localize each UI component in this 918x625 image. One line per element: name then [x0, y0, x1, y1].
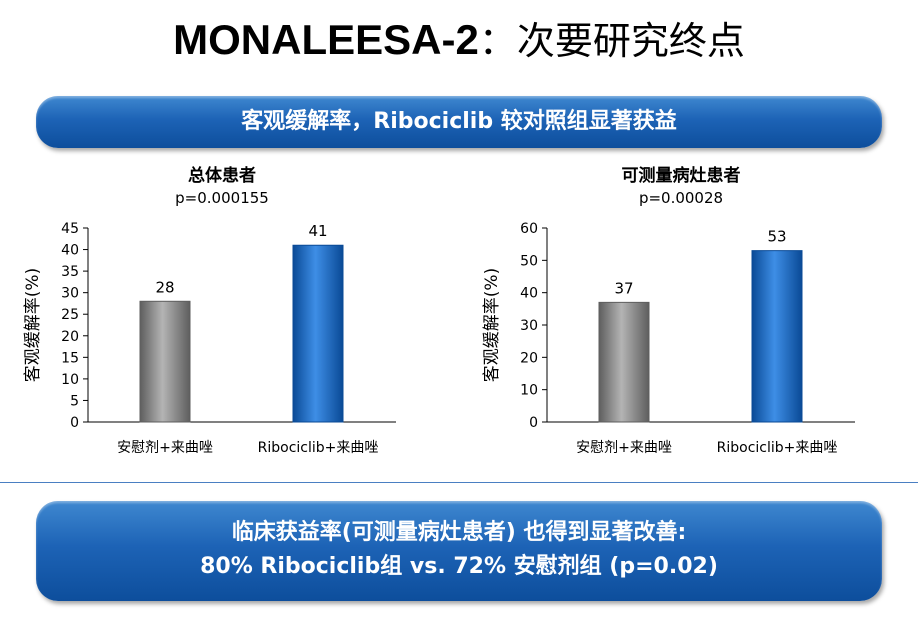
chart-subtitle: p=0.00028	[639, 189, 723, 207]
chart-subtitle: p=0.000155	[175, 189, 269, 207]
y-tick-label: 40	[520, 286, 538, 302]
chart-title: 可测量病灶患者	[622, 165, 741, 186]
bottom-banner: 临床获益率(可测量病灶患者) 也得到显著改善: 80% Ribociclib组 …	[36, 501, 882, 601]
x-tick-label: Ribociclib+来曲唑	[258, 440, 379, 456]
bar-value-label: 53	[767, 228, 786, 246]
x-tick-label: Ribociclib+来曲唑	[717, 440, 838, 456]
x-tick-label: 安慰剂+来曲唑	[576, 439, 672, 456]
y-tick-label: 60	[520, 221, 538, 237]
y-tick-label: 40	[61, 243, 79, 259]
bottom-banner-line1: 临床获益率(可测量病灶患者) 也得到显著改善:	[231, 520, 687, 545]
y-tick-label: 50	[520, 253, 538, 269]
chart-title: 总体患者	[188, 165, 256, 186]
y-tick-label: 25	[61, 307, 79, 323]
y-tick-label: 45	[61, 221, 79, 237]
chart-overall: 总体患者 p=0.000155 客观缓解率(%) 0 5 10 15 20 25 30 35 40 45…	[23, 165, 396, 456]
slide-title: MONALEESA-2：次要研究终点	[0, 12, 918, 69]
y-tick-label: 10	[520, 383, 538, 399]
bar	[751, 250, 803, 423]
bar-value-label: 28	[155, 278, 174, 296]
y-tick-label: 20	[61, 329, 79, 345]
chart-measurable: 可测量病灶患者 p=0.00028 客观缓解率(%) 0 10 20 30 40 50 60 37 安…	[482, 165, 855, 456]
y-tick-label: 30	[61, 286, 79, 302]
y-tick-label: 35	[61, 264, 79, 280]
divider-line	[0, 482, 918, 483]
bar	[139, 300, 191, 423]
y-tick-label: 30	[520, 318, 538, 334]
y-axis-label: 客观缓解率(%)	[23, 268, 43, 382]
bar-value-label: 41	[308, 222, 327, 240]
y-tick-label: 0	[70, 415, 79, 431]
slide-title-light: ：次要研究终点	[478, 19, 745, 63]
y-tick-label: 0	[529, 415, 538, 431]
y-axis-label: 客观缓解率(%)	[482, 268, 502, 382]
top-banner: 客观缓解率，Ribociclib 较对照组显著获益	[36, 96, 882, 148]
bottom-banner-line2: 80% Ribociclib组 vs. 72% 安慰剂组 (p=0.02)	[200, 554, 718, 579]
y-tick-label: 15	[61, 350, 79, 366]
y-tick-label: 5	[70, 393, 79, 409]
y-tick-label: 10	[61, 372, 79, 388]
slide-title-bold: MONALEESA-2	[173, 16, 479, 63]
bar	[292, 244, 344, 423]
x-tick-label: 安慰剂+来曲唑	[117, 439, 213, 456]
bar-value-label: 37	[614, 279, 633, 297]
bar	[598, 301, 650, 423]
y-tick-label: 20	[520, 350, 538, 366]
